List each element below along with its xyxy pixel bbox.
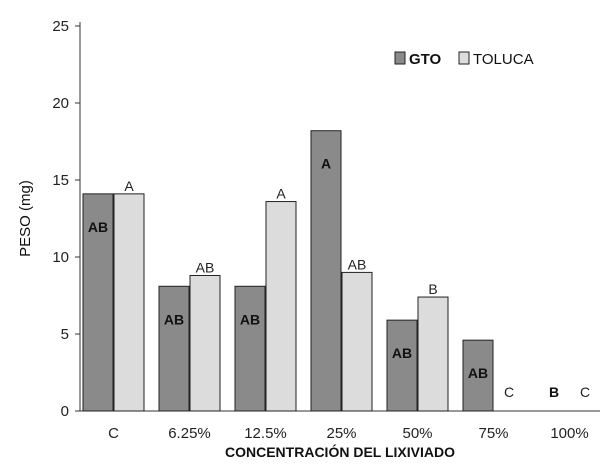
x-tick-label: 6.25% bbox=[168, 425, 211, 442]
x-tick-label: 75% bbox=[478, 425, 508, 442]
bar-gto bbox=[158, 285, 190, 412]
x-tick-label: 100% bbox=[550, 425, 588, 442]
bar-label-gto: AB bbox=[392, 345, 412, 361]
bar-gto bbox=[82, 193, 114, 412]
bar-label-gto: AB bbox=[164, 311, 184, 327]
bar-label-gto: B bbox=[549, 384, 559, 400]
bar-labels: AB AB AB A AB AB B A AB A AB B C C bbox=[88, 156, 590, 400]
x-tick-label: 50% bbox=[402, 425, 432, 442]
bar-label-gto: AB bbox=[88, 219, 108, 235]
bars bbox=[82, 130, 494, 412]
y-axis-title: PESO (mg) bbox=[17, 180, 34, 257]
legend-label-gto: GTO bbox=[409, 51, 442, 68]
bar-gto bbox=[386, 319, 418, 412]
bar-label-gto: A bbox=[321, 156, 331, 172]
bar-label-toluca: C bbox=[504, 384, 514, 400]
bar-toluca bbox=[113, 193, 145, 412]
x-axis-title: CONCENTRACIÓN DEL LIXIVIADO bbox=[225, 443, 455, 460]
x-axis: C 6.25% 12.5% 25% 50% 75% 100% bbox=[80, 410, 600, 442]
y-tick-label: 25 bbox=[52, 18, 69, 35]
y-tick-label: 5 bbox=[61, 326, 69, 343]
legend-swatch-toluca bbox=[458, 51, 470, 65]
legend-label-toluca: TOLUCA bbox=[473, 51, 534, 68]
y-axis: 0 5 10 15 20 25 bbox=[52, 18, 81, 420]
bar-label-gto: AB bbox=[240, 311, 260, 327]
bar-toluca bbox=[341, 271, 373, 412]
x-tick-label: 12.5% bbox=[244, 425, 287, 442]
y-tick-label: 0 bbox=[61, 403, 69, 420]
bar-gto bbox=[234, 285, 266, 412]
bar-label-gto: AB bbox=[468, 365, 488, 381]
bar-label-toluca: C bbox=[580, 384, 590, 400]
x-tick-label: 25% bbox=[326, 425, 356, 442]
x-tick-label: C bbox=[108, 425, 119, 442]
bar-label-toluca: AB bbox=[348, 256, 367, 272]
bar-label-toluca: B bbox=[428, 281, 437, 297]
y-tick-label: 10 bbox=[52, 249, 69, 266]
legend-swatch-gto bbox=[394, 51, 406, 65]
bar-toluca bbox=[189, 274, 221, 412]
bar-gto bbox=[462, 339, 494, 412]
y-tick-label: 15 bbox=[52, 172, 69, 189]
bar-toluca bbox=[417, 296, 449, 412]
y-tick-label: 20 bbox=[52, 95, 69, 112]
bar-gto bbox=[310, 130, 342, 412]
bar-toluca bbox=[265, 201, 297, 412]
bar-label-toluca: AB bbox=[196, 259, 215, 275]
bar-label-toluca: A bbox=[124, 178, 134, 194]
legend: GTO TOLUCA bbox=[394, 51, 534, 68]
bar-label-toluca: A bbox=[276, 186, 286, 202]
